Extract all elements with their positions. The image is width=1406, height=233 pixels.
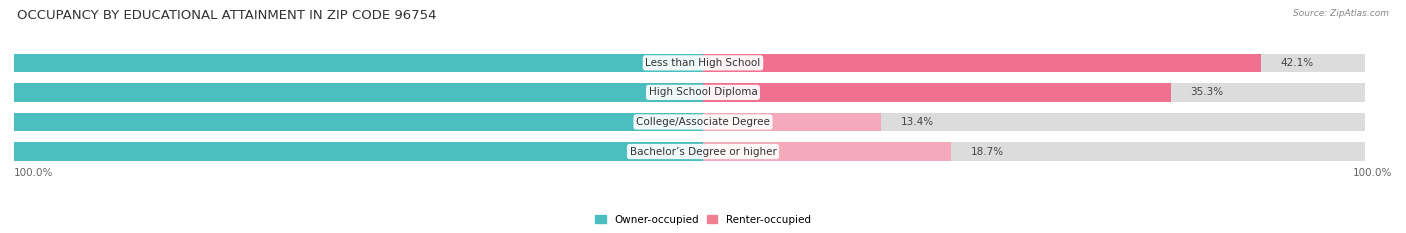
Bar (703, 83, 1171, 102)
Text: 100.0%: 100.0% (1353, 168, 1392, 178)
Bar (41, 142, 1365, 161)
Bar (41, 83, 1365, 102)
Bar (41, 54, 1365, 72)
Text: 42.1%: 42.1% (1281, 58, 1313, 68)
Bar (0, 83, 703, 102)
Text: Source: ZipAtlas.com: Source: ZipAtlas.com (1294, 9, 1389, 18)
Text: Less than High School: Less than High School (645, 58, 761, 68)
Text: 18.7%: 18.7% (970, 147, 1004, 157)
Bar (41, 113, 1365, 131)
Text: Bachelor’s Degree or higher: Bachelor’s Degree or higher (630, 147, 776, 157)
Text: High School Diploma: High School Diploma (648, 87, 758, 97)
Legend: Owner-occupied, Renter-occupied: Owner-occupied, Renter-occupied (591, 211, 815, 229)
Text: 13.4%: 13.4% (900, 117, 934, 127)
Text: College/Associate Degree: College/Associate Degree (636, 117, 770, 127)
Bar (703, 113, 880, 131)
Bar (0, 54, 703, 72)
Bar (0, 142, 703, 161)
Bar (703, 54, 1261, 72)
Bar (0, 113, 703, 131)
Text: 35.3%: 35.3% (1191, 87, 1223, 97)
Text: 100.0%: 100.0% (14, 168, 53, 178)
Text: OCCUPANCY BY EDUCATIONAL ATTAINMENT IN ZIP CODE 96754: OCCUPANCY BY EDUCATIONAL ATTAINMENT IN Z… (17, 9, 436, 22)
Bar (703, 142, 950, 161)
